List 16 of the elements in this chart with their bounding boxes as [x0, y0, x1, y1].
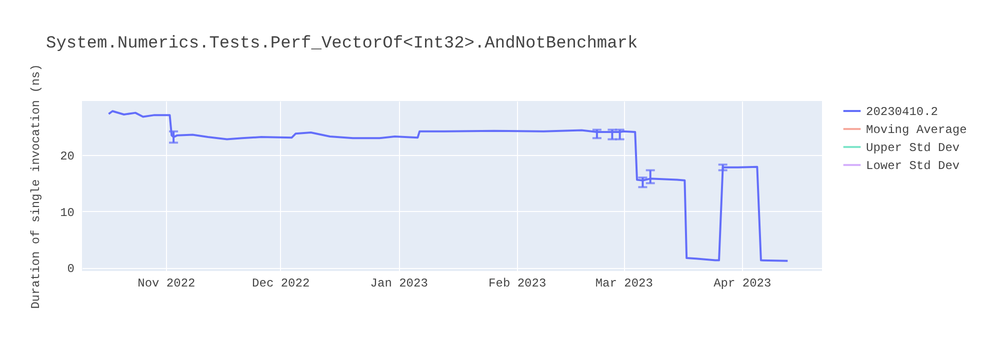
- x-tick-label: Nov 2022: [138, 276, 196, 290]
- legend-label: Lower Std Dev: [866, 159, 960, 173]
- line-series: [108, 110, 789, 262]
- legend-label: 20230410.2: [866, 105, 938, 119]
- y-tick-label: 10: [60, 206, 74, 220]
- x-tick-label: Dec 2022: [252, 276, 310, 290]
- x-tick-label: Feb 2023: [488, 276, 546, 290]
- x-tick-label: Apr 2023: [714, 276, 772, 290]
- legend-label: Upper Std Dev: [866, 141, 960, 155]
- y-tick-label: 0: [67, 262, 74, 276]
- y-axis-title: Duration of single invocation (ns): [29, 64, 44, 309]
- legend-label: Moving Average: [866, 123, 967, 137]
- chart-title: System.Numerics.Tests.Perf_VectorOf<Int32>.AndNotBenchmark: [46, 34, 638, 54]
- y-tick-label: 20: [60, 150, 74, 164]
- x-tick-label: Mar 2023: [595, 276, 653, 290]
- x-tick-label: Jan 2023: [370, 276, 428, 290]
